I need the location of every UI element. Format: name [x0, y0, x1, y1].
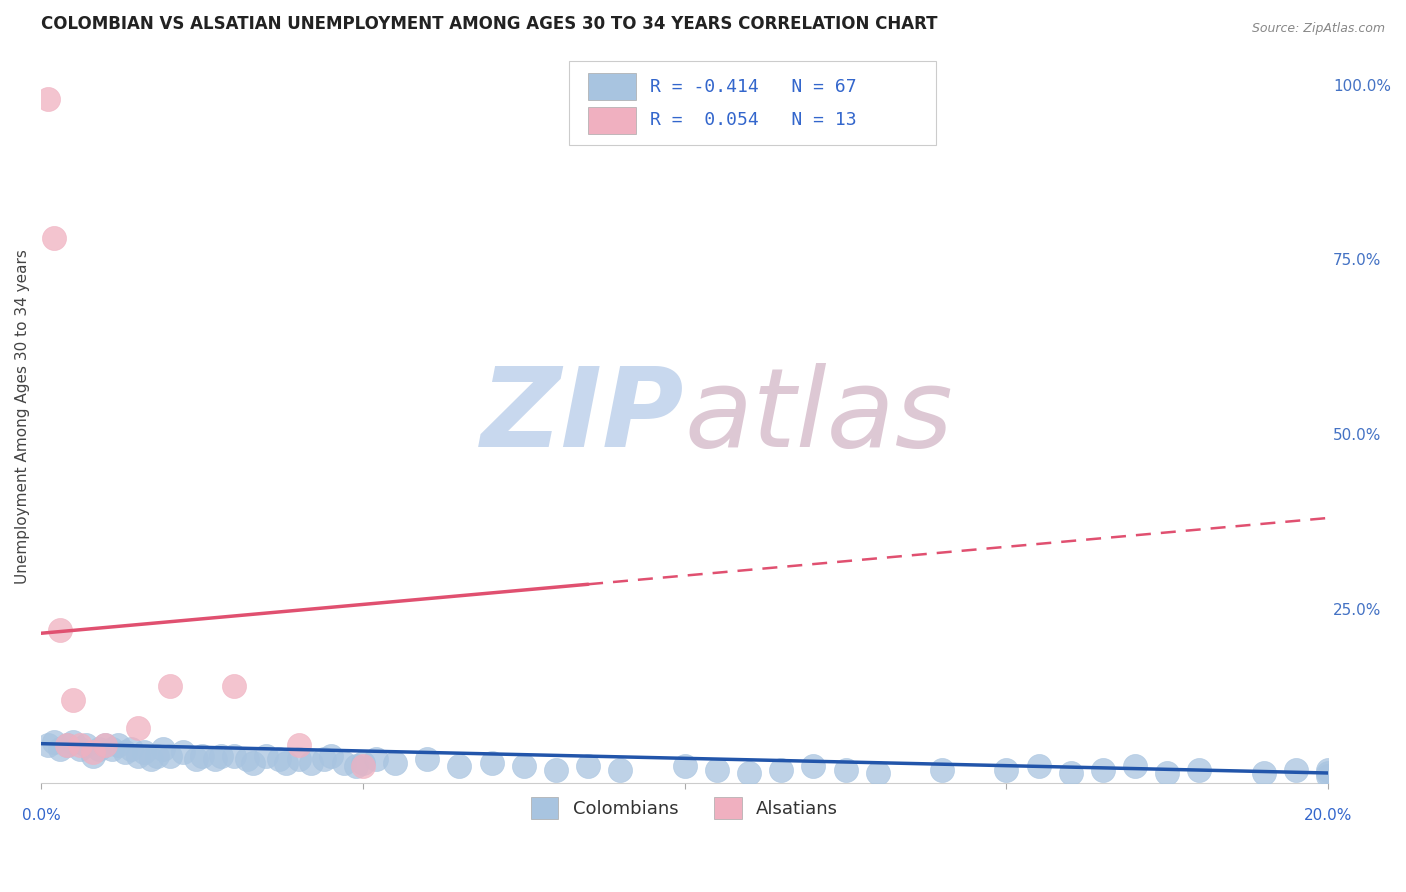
Legend: Colombians, Alsatians: Colombians, Alsatians: [524, 789, 845, 826]
Point: [1188, 763, 1211, 777]
Point: [1091, 763, 1114, 777]
Point: [159, 679, 181, 693]
Point: [224, 679, 246, 693]
Point: [184, 752, 207, 766]
Point: [1317, 766, 1340, 780]
Point: [62, 692, 84, 706]
Point: [69, 738, 91, 752]
Point: [866, 766, 889, 780]
Point: [191, 748, 214, 763]
Point: [69, 741, 91, 756]
Point: [87, 741, 110, 756]
Point: [254, 748, 277, 763]
Point: [1317, 763, 1340, 777]
Point: [1317, 770, 1340, 784]
Point: [513, 759, 536, 773]
Text: R =  0.054   N = 13: R = 0.054 N = 13: [650, 112, 856, 129]
Point: [544, 763, 567, 777]
Point: [352, 756, 374, 770]
FancyBboxPatch shape: [588, 73, 636, 101]
Point: [274, 756, 297, 770]
Point: [146, 748, 169, 763]
Point: [172, 745, 194, 759]
Point: [319, 748, 342, 763]
Point: [609, 763, 631, 777]
Point: [706, 763, 728, 777]
Point: [224, 748, 246, 763]
Point: [127, 748, 149, 763]
Point: [269, 752, 291, 766]
Point: [299, 756, 322, 770]
Point: [1285, 763, 1308, 777]
Point: [94, 738, 117, 752]
Y-axis label: Unemployment Among Ages 30 to 34 years: Unemployment Among Ages 30 to 34 years: [15, 249, 30, 584]
Point: [120, 741, 142, 756]
Point: [416, 752, 439, 766]
Point: [1123, 759, 1146, 773]
Point: [1253, 766, 1275, 780]
Point: [37, 738, 59, 752]
Point: [107, 738, 129, 752]
Point: [159, 748, 181, 763]
Point: [56, 738, 79, 752]
Point: [49, 623, 72, 637]
Point: [346, 759, 368, 773]
Point: [42, 231, 65, 245]
Point: [49, 741, 72, 756]
Point: [42, 734, 65, 748]
Point: [481, 756, 503, 770]
Point: [673, 759, 696, 773]
Text: COLOMBIAN VS ALSATIAN UNEMPLOYMENT AMONG AGES 30 TO 34 YEARS CORRELATION CHART: COLOMBIAN VS ALSATIAN UNEMPLOYMENT AMONG…: [41, 15, 938, 33]
Text: R = -0.414   N = 67: R = -0.414 N = 67: [650, 78, 856, 95]
Point: [931, 763, 953, 777]
Point: [1156, 766, 1178, 780]
Point: [314, 752, 336, 766]
Point: [576, 759, 599, 773]
Point: [152, 741, 174, 756]
Point: [56, 738, 79, 752]
Text: Source: ZipAtlas.com: Source: ZipAtlas.com: [1251, 22, 1385, 36]
Point: [75, 738, 97, 752]
Point: [995, 763, 1018, 777]
Point: [287, 752, 309, 766]
Point: [352, 759, 374, 773]
Point: [287, 738, 309, 752]
Point: [209, 748, 232, 763]
Point: [738, 766, 761, 780]
FancyBboxPatch shape: [569, 61, 935, 145]
Point: [82, 745, 104, 759]
Point: [236, 752, 259, 766]
Point: [204, 752, 226, 766]
Point: [834, 763, 856, 777]
Point: [127, 721, 149, 735]
Point: [1028, 759, 1050, 773]
Point: [384, 756, 406, 770]
Point: [332, 756, 354, 770]
Point: [82, 748, 104, 763]
Point: [94, 738, 117, 752]
Point: [449, 759, 471, 773]
FancyBboxPatch shape: [588, 107, 636, 134]
Text: atlas: atlas: [685, 363, 953, 470]
Text: 0.0%: 0.0%: [21, 808, 60, 823]
Point: [132, 745, 155, 759]
Point: [139, 752, 162, 766]
Text: ZIP: ZIP: [481, 363, 685, 470]
Point: [770, 763, 793, 777]
Point: [62, 734, 84, 748]
Point: [801, 759, 824, 773]
Point: [114, 745, 136, 759]
Text: 20.0%: 20.0%: [1303, 808, 1353, 823]
Point: [242, 756, 264, 770]
Point: [37, 92, 59, 106]
Point: [101, 741, 124, 756]
Point: [1060, 766, 1083, 780]
Point: [364, 752, 387, 766]
